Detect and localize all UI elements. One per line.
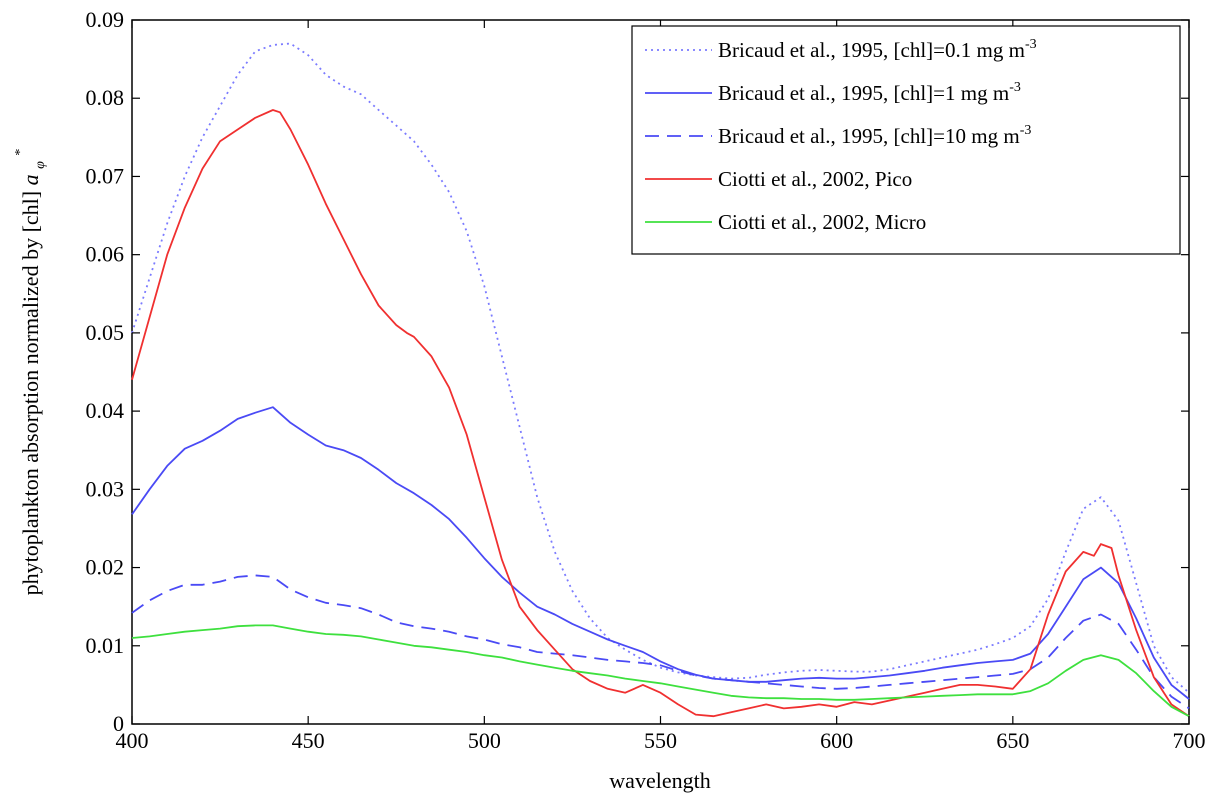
legend-label-text: Bricaud et al., 1995, [chl]=0.1 mg m <box>718 38 1025 62</box>
legend-entries: Bricaud et al., 1995, [chl]=0.1 mg m-3Br… <box>645 37 1037 234</box>
legend-label-superscript: -3 <box>1009 80 1021 95</box>
legend-label-superscript: -3 <box>1025 37 1037 52</box>
y-tick-label: 0.05 <box>86 320 125 345</box>
y-tick-label: 0.01 <box>86 633 125 658</box>
x-tick-label: 550 <box>644 728 677 753</box>
series-line-0 <box>131 42 1190 694</box>
legend-label-text: Ciotti et al., 2002, Pico <box>718 167 912 191</box>
legend-label-0: Bricaud et al., 1995, [chl]=0.1 mg m-3 <box>718 37 1037 62</box>
legend-label-text: Bricaud et al., 1995, [chl]=1 mg m <box>718 81 1009 105</box>
y-tick-label: 0.08 <box>86 85 125 110</box>
legend-label-4: Ciotti et al., 2002, Micro <box>718 210 926 234</box>
y-axis-label-subscript: φ <box>33 161 48 169</box>
legend-label-1: Bricaud et al., 1995, [chl]=1 mg m-3 <box>718 80 1021 105</box>
x-tick-label: 600 <box>820 728 853 753</box>
y-tick-label: 0.07 <box>86 163 125 188</box>
series-line-2 <box>131 574 1190 710</box>
tick-layer: 400 450 500 550 600 650 700 0 0.01 0.02 0.03 0.04 0.… <box>86 7 1206 753</box>
y-tick-label: 0.09 <box>86 7 125 32</box>
x-tick-label: 500 <box>468 728 501 753</box>
y-axis-label-superscript: * <box>13 149 28 156</box>
x-axis-label: wavelength <box>609 768 710 793</box>
legend-label-text: Bricaud et al., 1995, [chl]=10 mg m <box>718 124 1020 148</box>
y-tick-label: 0.04 <box>86 398 125 423</box>
y-axis-label: phytoplankton absorption normalized by [… <box>13 149 49 596</box>
y-tick-label: 0.06 <box>86 242 125 267</box>
x-tick-label: 700 <box>1173 728 1206 753</box>
series-line-4 <box>131 624 1190 717</box>
x-tick-label: 450 <box>292 728 325 753</box>
x-tick-label: 400 <box>116 728 149 753</box>
legend: Bricaud et al., 1995, [chl]=0.1 mg m-3Br… <box>631 25 1181 255</box>
legend-box <box>631 25 1181 255</box>
y-axis-label-symbol: a <box>18 174 43 185</box>
y-tick-label: 0 <box>113 711 124 736</box>
y-tick-label: 0.03 <box>86 476 125 501</box>
series-line-3 <box>131 109 1190 718</box>
y-tick-label: 0.02 <box>86 555 125 580</box>
x-tick-label: 650 <box>996 728 1029 753</box>
series-layer <box>131 42 1190 718</box>
legend-label-superscript: -3 <box>1020 123 1032 138</box>
series-line-1 <box>131 406 1190 700</box>
legend-label-3: Ciotti et al., 2002, Pico <box>718 167 912 191</box>
y-axis-label-main: phytoplankton absorption normalized by [… <box>18 191 43 595</box>
legend-label-2: Bricaud et al., 1995, [chl]=10 mg m-3 <box>718 123 1031 148</box>
legend-label-text: Ciotti et al., 2002, Micro <box>718 210 926 234</box>
